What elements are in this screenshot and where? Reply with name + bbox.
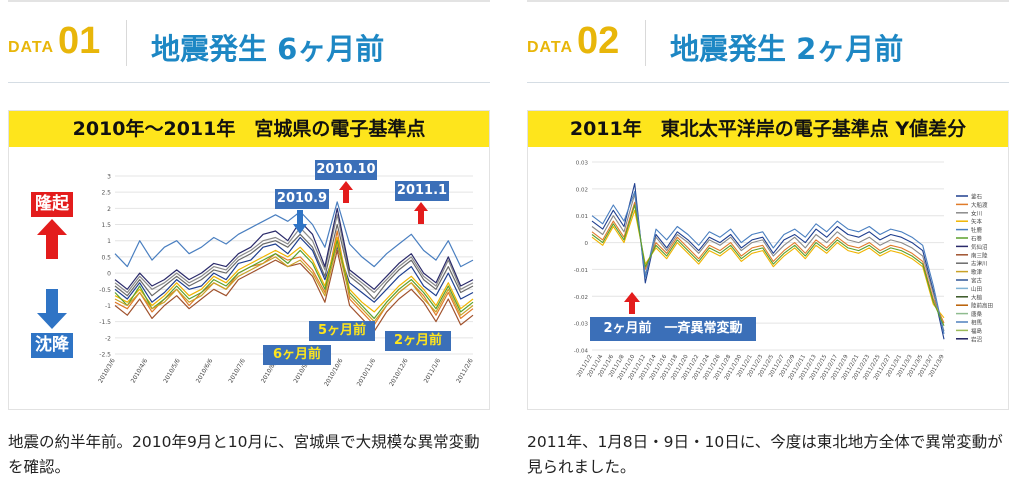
x-tick-label: 2010/3/6 [97,357,117,384]
legend-entry: 釜石 [971,193,983,201]
series-line [114,249,474,332]
y-tick-label: 0 [107,271,111,278]
subsidence-label: 沈降 [31,333,73,358]
series-line [114,236,474,313]
tag-5-months: 5ヶ月前 [309,321,375,341]
tag-2010-10: 2010.10 [315,160,377,180]
series-line [114,240,474,319]
y-tick-label: -1 [105,303,111,310]
chart-gnss-tohoku: 0.030.020.010-0.01-0.02-0.03-0.042011/1/… [574,161,993,382]
data-number: 01 [58,20,101,62]
legend-entry: 唐桑 [971,310,983,318]
header-divider [126,20,127,66]
tag-2-months: 2ヶ月前 [385,331,451,351]
legend-entry: 歌津 [971,268,983,276]
up-arrow-icon [624,292,640,314]
y-tick-label: -0.04 [574,349,589,355]
figure-title: 2010年〜2011年 宮城県の電子基準点 [9,111,489,147]
y-tick-label: 2.5 [101,190,111,197]
y-tick-label: -1.5 [99,319,111,326]
legend-entry: 女川 [971,209,982,217]
x-tick-label: 2010/12/6 [388,357,410,387]
y-tick-label: 2 [107,206,111,213]
caption: 地震の約半年前。2010年9月と10月に、宮城県で大規模な異常変動を確認。 [8,433,480,476]
top-divider [527,0,1009,2]
legend-entry: 陸前高田 [971,302,993,310]
legend-entry: 宮古 [971,277,983,285]
down-arrow-icon [37,289,67,329]
legend-entry: 石巻 [971,235,983,243]
x-tick-label: 2010/7/6 [227,357,247,384]
panel-title: 地震発生 6ヶ月前 [151,32,385,66]
legend-entry: 矢本 [971,218,983,226]
legend-entry: 牡鹿 [971,226,983,234]
top-divider [8,0,490,2]
y-tick-label: 3 [107,174,111,181]
tag-6-months: 6ヶ月前 [263,345,331,365]
series-line [591,204,945,327]
caption: 2011年、1月8日・9日・10日に、今度は東北地方全体で異常変動が見られました… [527,433,1003,476]
series-line [591,190,945,335]
figure-box: 2011年 東北太平洋岸の電子基準点 Y値差分 0.03 0.02 0.01 0 -0.… [527,110,1009,410]
x-tick-label: 2010/11/6 [356,357,378,387]
legend-entry: 大槌 [971,293,983,301]
y-tick-label: 0 [585,241,589,247]
x-tick-label: 2010/6/6 [195,357,215,384]
series-line [114,223,474,300]
legend-entry: 大船渡 [971,201,988,209]
y-tick-label: -0.5 [99,287,111,294]
header-rule [8,82,490,83]
legend-entry: 志津川 [971,260,988,268]
y-tick-label: 0.5 [101,254,111,261]
series-line [114,201,474,268]
y-tick-label: -0.01 [574,268,588,274]
series-line [114,243,474,323]
uplift-label: 隆起 [31,192,73,217]
figure-title: 2011年 東北太平洋岸の電子基準点 Y値差分 [528,111,1008,147]
up-arrow-icon [37,219,67,259]
data-label: DATA [8,39,55,56]
up-arrow-icon [339,181,353,203]
header-rule [527,82,1009,83]
y-tick-label: 1.5 [101,222,111,229]
tag-2010-9: 2010.9 [275,189,329,209]
data-number: 02 [577,20,620,62]
series-line [114,214,474,294]
x-tick-label: 2011/2/6 [455,357,475,384]
panel-title: 地震発生 2ヶ月前 [670,32,904,66]
legend-entry: 気仙沼 [971,243,988,251]
y-tick-label: 1 [107,238,111,245]
y-tick-label: -2.5 [99,352,111,359]
legend-entry: 南三陸 [971,251,988,259]
tag-2011-1: 2011.1 [395,181,449,201]
legend-entry: 山田 [971,285,982,293]
y-tick-label: -0.02 [574,295,588,301]
panel-data-01: DATA 01 地震発生 6ヶ月前 2010年〜2011年 宮城県の電子基準点 … [8,0,490,485]
y-tick-label: 0.02 [576,187,588,193]
header-divider [645,20,646,66]
series-line [114,236,474,303]
series-line [591,182,945,340]
up-arrow-icon [414,202,428,224]
legend-entry: 岩沼 [971,335,983,343]
series-line [114,207,474,290]
tag-2-months-anomaly: 2ヶ月前 一斉異常変動 [590,317,756,341]
x-tick-label: 2010/4/6 [130,357,150,384]
y-tick-label: 0.01 [576,214,588,220]
figure-box: 2010年〜2011年 宮城県の電子基準点 3 2.5 2 1.5 1 0.5 0 -0.5 -… [8,110,490,410]
panel-data-02: DATA 02 地震発生 2ヶ月前 2011年 東北太平洋岸の電子基準点 Y値差… [527,0,1009,485]
data-label: DATA [527,39,574,56]
legend-entry: 福島 [971,327,983,335]
legend-entry: 相馬 [971,319,983,327]
y-tick-label: -0.03 [574,322,589,328]
x-tick-label: 2011/1/6 [423,357,443,384]
y-tick-label: -2 [105,335,111,342]
down-arrow-icon [293,210,307,234]
x-tick-label: 2010/5/6 [162,357,182,384]
y-tick-label: 0.03 [576,161,589,167]
